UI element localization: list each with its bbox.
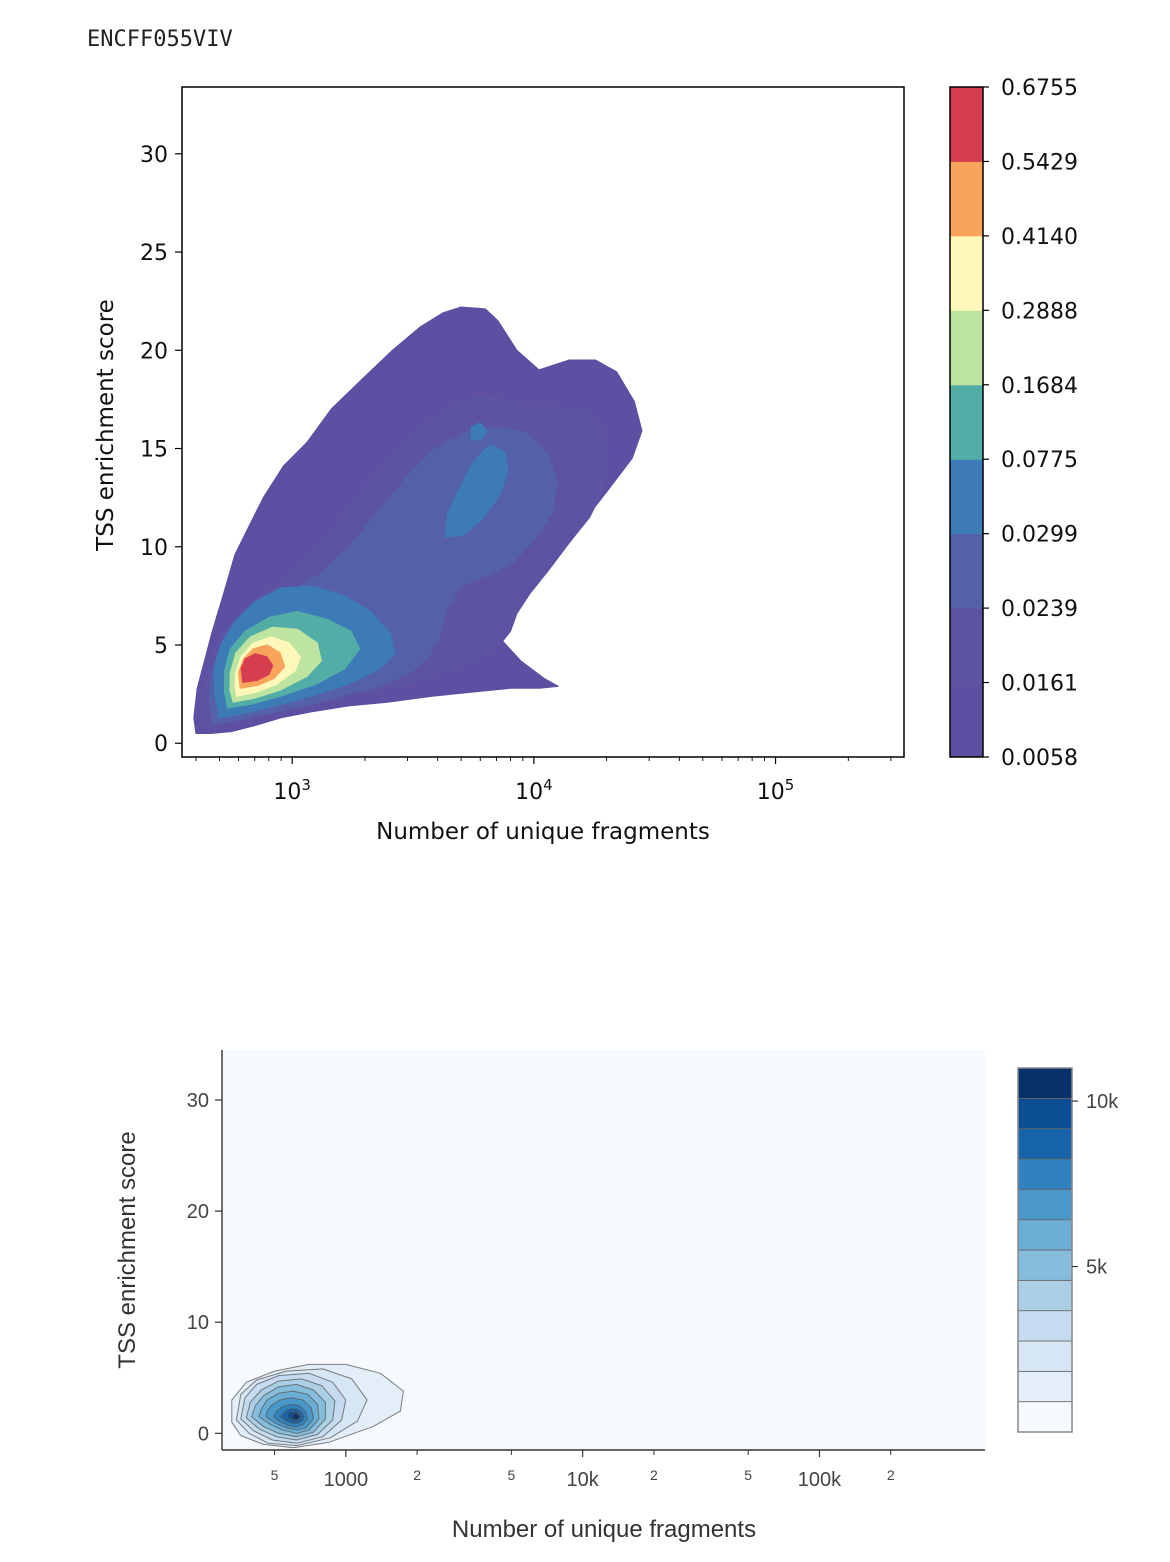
y-tick-label: 15 (140, 438, 168, 463)
colorbar-tick-label: 5k (1086, 1257, 1108, 1279)
x-minor-tick-label: 2 (650, 1467, 658, 1483)
x-tick-label: 10k (567, 1469, 600, 1491)
colorbar-tick-label: 0.0299 (1001, 523, 1078, 548)
x-minor-tick-label: 2 (413, 1467, 421, 1483)
colorbar-segment (950, 235, 983, 311)
y-tick-label: 25 (140, 241, 168, 266)
y-axis: 0 10 20 30 (187, 1090, 222, 1445)
colorbar-segment (950, 161, 983, 237)
colorbar-tick-label: 0.5429 (1001, 150, 1078, 175)
colorbar-tick-label: 0.0161 (1001, 672, 1078, 697)
density-contour-chart: 0 10 20 30 1000 10k 100k 5 2 5 2 5 2 Number of uniq… (114, 1050, 1119, 1543)
colorbar-segment (1017, 1401, 1073, 1433)
colorbar: 0.0058 0.0161 0.0239 0.0299 0.0775 0.1684 0.28… (949, 76, 1078, 771)
colorbar-segment (1017, 1158, 1073, 1190)
y-tick-label: 0 (154, 732, 168, 757)
colorbar-segment (1017, 1128, 1073, 1160)
colorbar-tick-label: 0.1684 (1001, 374, 1078, 399)
y-tick-label: 10 (187, 1312, 209, 1334)
colorbar: 5k 10k (1017, 1067, 1119, 1433)
colorbar-segment (1017, 1370, 1073, 1403)
colorbar-segment (950, 608, 983, 684)
y-tick-label: 0 (198, 1423, 209, 1445)
y-tick-label: 20 (140, 339, 168, 364)
x-minor-tick-label: 5 (271, 1467, 279, 1483)
y-axis: 0 5 10 15 20 25 30 (140, 143, 182, 757)
x-axis: 1000 10k 100k 5 2 5 2 5 2 (271, 1450, 895, 1491)
kde-density-chart: 0 5 10 15 20 25 30 103 104 105 Number of unique … (93, 76, 1078, 845)
colorbar-segment (950, 310, 983, 386)
colorbar-tick-label: 0.0239 (1001, 597, 1078, 622)
y-tick-label: 30 (187, 1090, 209, 1112)
y-tick-label: 20 (187, 1201, 209, 1223)
colorbar-segment (1017, 1219, 1073, 1251)
colorbar-segment (1017, 1310, 1073, 1342)
colorbar-tick-label: 0.6755 (1001, 76, 1078, 101)
colorbar-tick-label: 0.0058 (1001, 746, 1078, 771)
x-tick-label: 103 (273, 776, 311, 805)
colorbar-segment (1017, 1097, 1073, 1130)
plot-frame (181, 86, 905, 758)
density-contour-level-11 (240, 653, 274, 683)
x-minor-tick-label: 2 (887, 1467, 895, 1483)
colorbar-tick-label: 0.2888 (1001, 299, 1078, 324)
colorbar-segment (1017, 1340, 1073, 1372)
colorbar-segment (950, 682, 983, 758)
x-axis-label: Number of unique fragments (452, 1516, 756, 1543)
density-contour-level-6 (470, 422, 488, 442)
plot-area (181, 86, 905, 758)
colorbar-tick-label: 10k (1086, 1091, 1119, 1113)
colorbar-segment (1017, 1067, 1073, 1099)
colorbar-segment (1017, 1188, 1073, 1221)
colorbar-segment (950, 459, 983, 535)
y-axis-label: TSS enrichment score (93, 299, 119, 552)
colorbar-segment (950, 384, 983, 460)
page-title: ENCFF055VIV (87, 27, 233, 52)
x-tick-label: 1000 (324, 1469, 369, 1491)
x-minor-tick-label: 5 (744, 1467, 752, 1483)
x-minor-tick-label: 5 (507, 1467, 515, 1483)
colorbar-frame (1017, 1067, 1073, 1433)
x-axis-label: Number of unique fragments (376, 819, 710, 845)
density-contour-level-5 (444, 444, 509, 538)
x-tick-label: 105 (757, 776, 795, 805)
x-tick-label: 104 (515, 776, 553, 805)
colorbar-tick-label: 0.4140 (1001, 225, 1078, 250)
y-axis-label: TSS enrichment score (114, 1131, 141, 1368)
y-tick-label: 30 (140, 143, 168, 168)
colorbar-tick-label: 0.0775 (1001, 448, 1078, 473)
contour-fill-group (193, 306, 643, 734)
contour-line-group (231, 1363, 404, 1449)
x-tick-label: 100k (798, 1469, 842, 1491)
colorbar-segment (1017, 1279, 1073, 1312)
colorbar-frame (949, 86, 984, 758)
colorbar-segment (950, 87, 983, 162)
y-tick-label: 5 (154, 634, 168, 659)
colorbar-segment (950, 533, 983, 609)
colorbar-segment (1017, 1249, 1073, 1281)
contour-line-level-11 (291, 1412, 301, 1421)
x-axis: 103 104 105 (195, 757, 892, 805)
y-tick-label: 10 (140, 536, 168, 561)
